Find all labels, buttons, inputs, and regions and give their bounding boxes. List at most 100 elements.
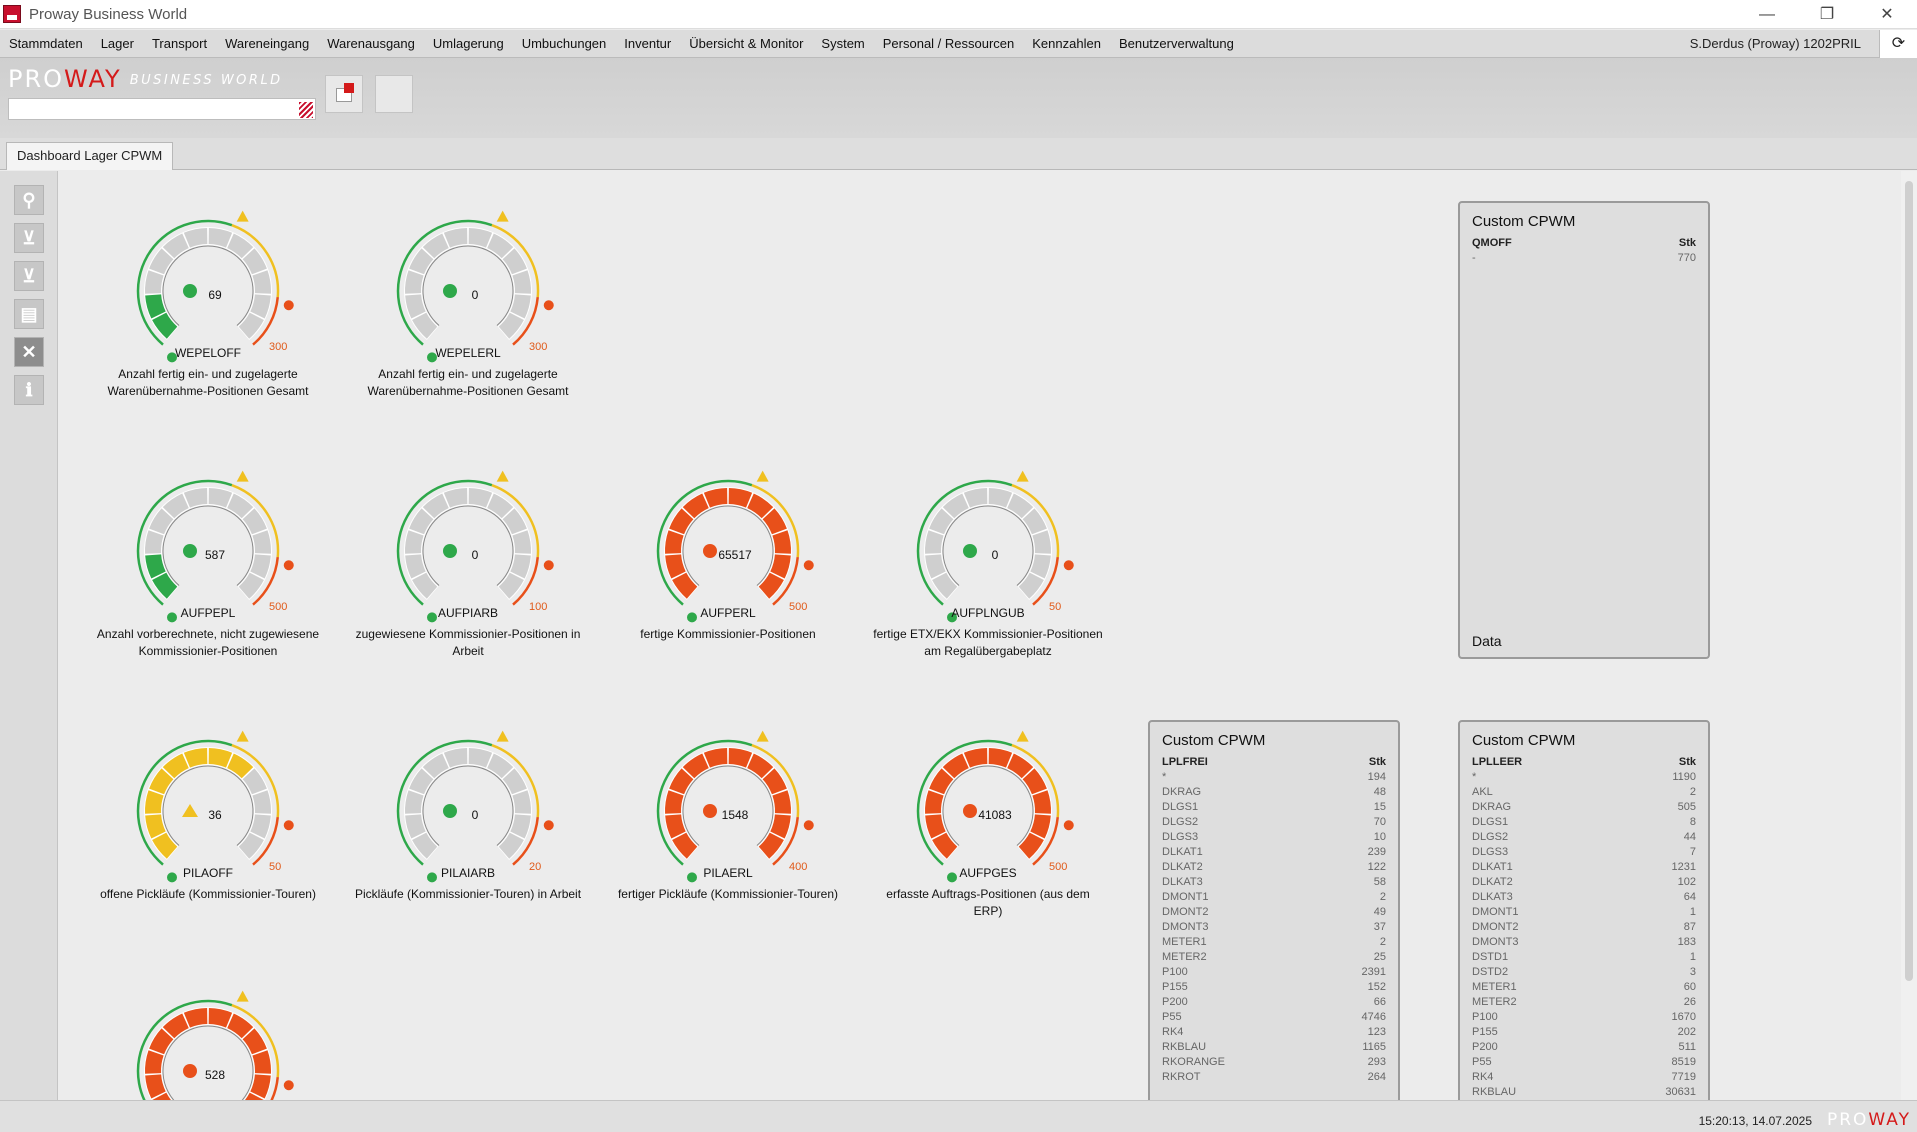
gauge-segment — [672, 572, 698, 599]
search-icon[interactable]: ⚲ — [14, 185, 44, 215]
warning-icon — [236, 730, 249, 742]
rim-warn — [751, 484, 800, 558]
gauge-segment — [672, 832, 698, 859]
gauge-dial — [656, 730, 814, 883]
gauge-segment — [942, 753, 970, 779]
rim-error — [772, 556, 799, 606]
gauge-segment — [409, 508, 434, 535]
gauge-segment — [770, 554, 791, 579]
gauge-segment — [770, 814, 791, 839]
menu-item-personal[interactable]: Personal / Ressourcen — [882, 35, 1015, 51]
menu-item-benutzerverwaltung[interactable]: Benutzerverwaltung — [1118, 35, 1234, 51]
gauge-segment — [498, 832, 524, 859]
panel-row: DLKAT1 1231 — [1472, 861, 1696, 873]
gauge-segment — [942, 493, 970, 519]
menu-item-transport[interactable]: Transport — [151, 35, 208, 51]
rim-error — [1032, 556, 1059, 606]
gauge-segment — [208, 748, 233, 768]
gauge-segment — [208, 1008, 233, 1028]
save-icon[interactable]: ▤ — [14, 299, 44, 329]
panel-row: DLKAT3 64 — [1472, 891, 1696, 903]
panel-rows: * 194 DKRAG 48 DLGS1 15 DLGS2 70 DLGS3 10 DLKAT1 23… — [1162, 770, 1386, 1085]
menu-item-stammdaten[interactable]: Stammdaten — [9, 35, 83, 51]
panel-header: QMOFF Stk — [1472, 237, 1696, 249]
close-icon[interactable]: ✕ — [1880, 6, 1894, 23]
gauge-segment — [665, 554, 686, 579]
gauge-segment — [443, 748, 468, 768]
ok-icon — [167, 872, 177, 883]
gauge-segment — [728, 488, 753, 508]
tab-dashboard[interactable]: Dashboard Lager CPWM — [6, 142, 174, 170]
panel-row: METER2 26 — [1472, 996, 1696, 1008]
gauge-segment — [746, 493, 774, 519]
gauge-description: zugewiesene Kommissionier-Positionen in … — [355, 627, 581, 658]
gauge-max: 20 — [529, 861, 542, 873]
status-error-icon — [963, 804, 977, 818]
empty-button[interactable] — [375, 75, 413, 113]
info-icon[interactable]: ℹ — [14, 375, 44, 405]
header: PROWAY BUSINESS WORLD — [0, 58, 1917, 138]
gauge-segment — [746, 753, 774, 779]
scroll-thumb[interactable] — [1905, 181, 1913, 981]
filter-clear-icon[interactable]: ⊻ — [14, 223, 44, 253]
gauge-inner-line — [162, 245, 254, 326]
custom-panel-qmoff: Custom CPWM QMOFF Stk -770 Data — [1458, 201, 1710, 659]
panel-title: Custom CPWM — [1162, 732, 1266, 749]
gauge-description: Anzahl vorberechnete, nicht zugewiesene … — [96, 627, 320, 658]
panel-row: DLGS1 8 — [1472, 816, 1696, 828]
search-input[interactable] — [8, 98, 316, 120]
vertical-scrollbar[interactable] — [1901, 171, 1917, 1100]
gauge-segment — [412, 572, 438, 599]
panel-row: DMONT1 1 — [1472, 906, 1696, 918]
rim-warn — [491, 224, 540, 298]
gauge-segment — [422, 233, 450, 259]
gauge-segment — [208, 228, 233, 248]
panel-row: P155 152 — [1162, 981, 1386, 993]
ok-icon — [427, 872, 437, 883]
gauge-description: fertige Kommissionier-Positionen — [640, 627, 816, 641]
close-icon[interactable]: ✕ — [14, 337, 44, 367]
gauge-segment — [1006, 753, 1034, 779]
menu-item-system[interactable]: System — [821, 35, 865, 51]
gauge-name: AUFPEPL — [180, 606, 236, 620]
gauge-description: erfasste Auftrags-Positionen (aus dem ER… — [886, 887, 1090, 918]
refresh-icon[interactable]: ⟳ — [1879, 30, 1917, 58]
panel-row: P200 66 — [1162, 996, 1386, 1008]
restore-icon[interactable]: ❐ — [1819, 6, 1835, 23]
gauge-segment — [925, 530, 944, 554]
gauge-segment — [149, 768, 174, 795]
warning-icon — [756, 470, 769, 482]
gauge-dial — [136, 210, 294, 363]
menu-item-uebersicht[interactable]: Übersicht & Monitor — [689, 35, 804, 51]
gauge-segment — [242, 1028, 267, 1055]
panel-row: * 194 — [1162, 771, 1386, 783]
gauge-segment — [772, 530, 791, 554]
menu-item-umbuchungen[interactable]: Umbuchungen — [521, 35, 607, 51]
gauge-segment — [162, 1013, 190, 1039]
filter-edit-icon[interactable]: ⊻ — [14, 261, 44, 291]
status-ok-icon — [183, 544, 197, 558]
gauge-segment — [468, 748, 493, 768]
status-error-icon — [703, 804, 717, 818]
gauge-segment — [512, 270, 531, 294]
gauge-segment — [183, 228, 208, 248]
gauge-segment — [1030, 554, 1051, 579]
menu-item-wareneingang[interactable]: Wareneingang — [225, 35, 310, 51]
menu-item-umlagerung[interactable]: Umlagerung — [432, 35, 504, 51]
gauge-segment — [183, 488, 208, 508]
open-window-button[interactable] — [325, 75, 363, 113]
gauge-segment — [242, 248, 267, 275]
gauge-segment — [682, 493, 710, 519]
menu-item-inventur[interactable]: Inventur — [624, 35, 672, 51]
menu-item-kennzahlen[interactable]: Kennzahlen — [1032, 35, 1101, 51]
minimize-icon[interactable]: — — [1759, 6, 1775, 23]
panel-row: -770 — [1472, 252, 1696, 264]
rim-error — [512, 556, 539, 606]
gauge-segment — [252, 1050, 271, 1074]
panel-row: DMONT3 183 — [1472, 936, 1696, 948]
menu-item-lager[interactable]: Lager — [100, 35, 134, 51]
menu-item-warenausgang[interactable]: Warenausgang — [327, 35, 415, 51]
gauge-description: Anzahl fertig ein- und zugelagerte Waren… — [367, 367, 569, 398]
gauge-segment — [762, 508, 787, 535]
gauge-segment — [512, 790, 531, 814]
